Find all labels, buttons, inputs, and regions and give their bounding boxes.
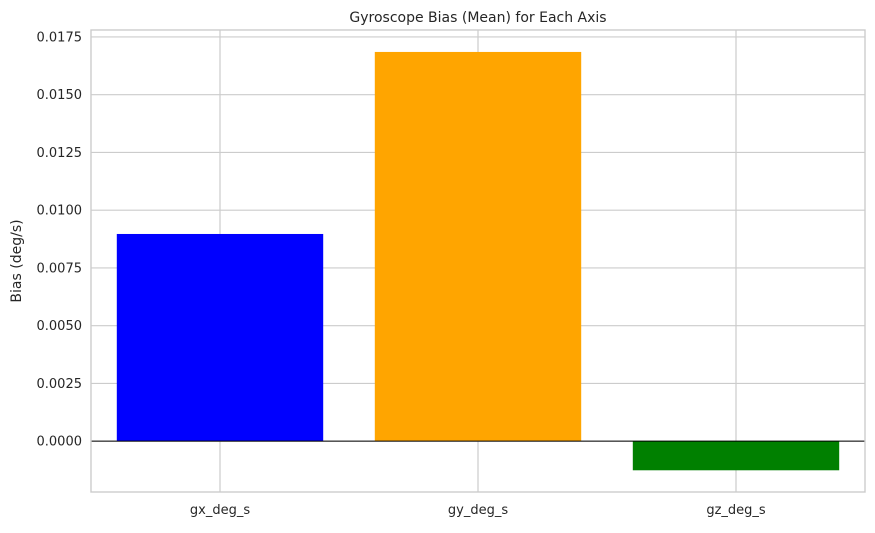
y-tick-label: 0.0125 [37,146,83,161]
x-tick-labels: gx_deg_s gy_deg_s gz_deg_s [190,503,766,518]
y-tick-label: 0.0000 [37,435,83,450]
bar-gz-deg-s [632,441,840,471]
y-tick-label: 0.0100 [37,204,83,219]
y-tick-label: 0.0025 [37,377,83,392]
x-tick-label: gz_deg_s [706,503,766,518]
x-tick-label: gy_deg_s [448,503,508,518]
y-tick-label: 0.0050 [37,319,83,334]
chart-title: Gyroscope Bias (Mean) for Each Axis [349,10,606,26]
bar-gx-deg-s [116,233,324,442]
y-tick-labels: 0.0000 0.0025 0.0050 0.0075 0.0100 0.0125 0.01… [37,30,83,449]
y-tick-label: 0.0075 [37,261,83,276]
bar-gy-deg-s [374,51,582,442]
y-axis-label: Bias (deg/s) [9,219,25,302]
y-tick-label: 0.0175 [37,30,83,45]
x-tick-label: gx_deg_s [190,503,250,518]
bars-group [116,51,840,471]
plot-frame [90,29,866,493]
plot-border [90,29,866,493]
y-tick-label: 0.0150 [37,88,83,103]
